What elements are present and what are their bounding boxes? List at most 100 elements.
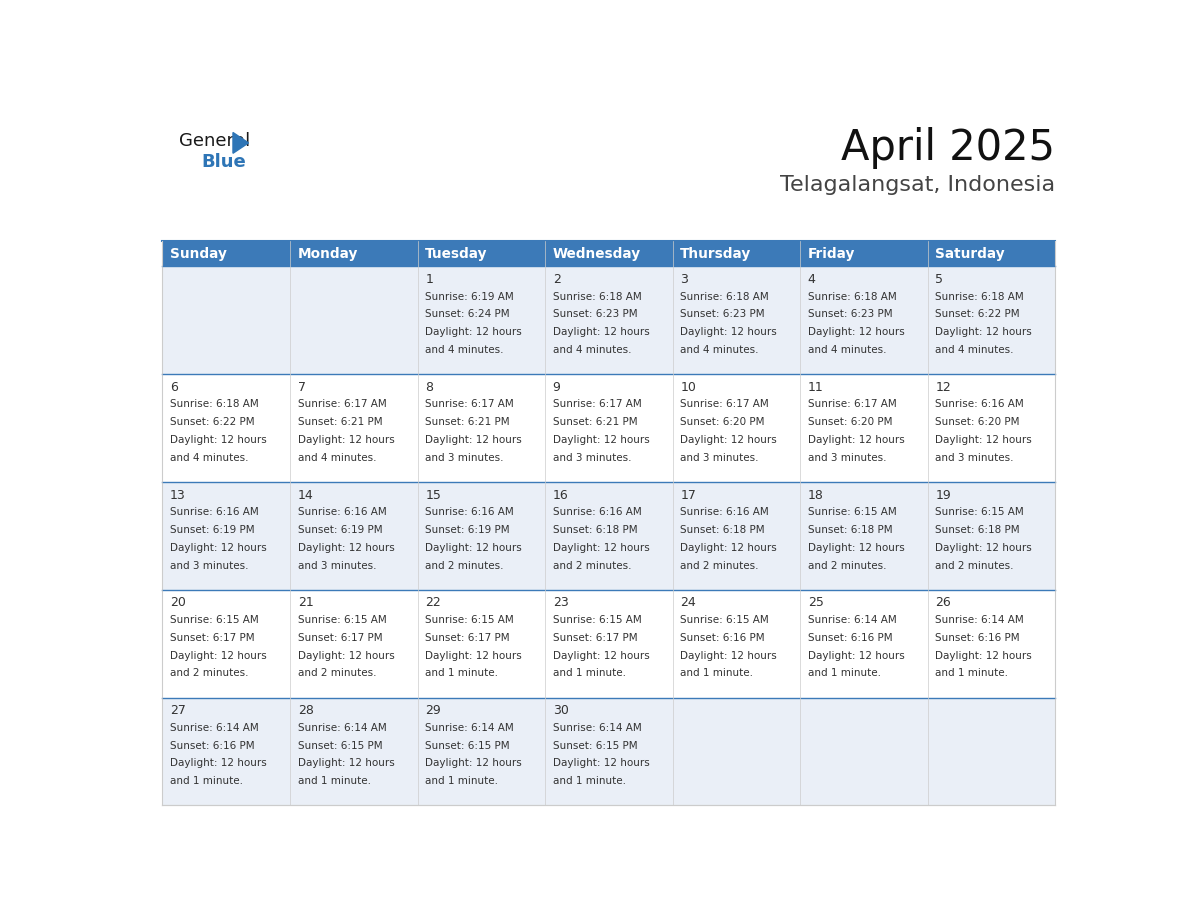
Text: and 2 minutes.: and 2 minutes. bbox=[552, 561, 631, 571]
Text: Monday: Monday bbox=[298, 247, 358, 261]
Text: 9: 9 bbox=[552, 381, 561, 394]
Text: Sunrise: 6:18 AM: Sunrise: 6:18 AM bbox=[681, 292, 769, 302]
Text: Daylight: 12 hours: Daylight: 12 hours bbox=[808, 651, 904, 661]
Text: and 4 minutes.: and 4 minutes. bbox=[935, 345, 1013, 355]
Text: Sunset: 6:19 PM: Sunset: 6:19 PM bbox=[170, 525, 254, 535]
Text: Tuesday: Tuesday bbox=[425, 247, 488, 261]
Text: and 1 minute.: and 1 minute. bbox=[425, 777, 498, 786]
Bar bbox=[417, 241, 545, 266]
Text: 28: 28 bbox=[298, 704, 314, 717]
Text: Sunrise: 6:15 AM: Sunrise: 6:15 AM bbox=[298, 615, 386, 625]
Text: Sunrise: 6:14 AM: Sunrise: 6:14 AM bbox=[425, 722, 514, 733]
Text: Sunrise: 6:15 AM: Sunrise: 6:15 AM bbox=[552, 615, 642, 625]
Text: and 2 minutes.: and 2 minutes. bbox=[935, 561, 1013, 571]
Text: and 2 minutes.: and 2 minutes. bbox=[425, 561, 504, 571]
Text: Daylight: 12 hours: Daylight: 12 hours bbox=[298, 543, 394, 553]
Text: 30: 30 bbox=[552, 704, 569, 717]
Text: Sunset: 6:17 PM: Sunset: 6:17 PM bbox=[298, 633, 383, 643]
Text: Daylight: 12 hours: Daylight: 12 hours bbox=[552, 651, 650, 661]
Text: and 3 minutes.: and 3 minutes. bbox=[298, 561, 377, 571]
Text: Sunrise: 6:16 AM: Sunrise: 6:16 AM bbox=[935, 399, 1024, 409]
Text: Sunset: 6:16 PM: Sunset: 6:16 PM bbox=[170, 741, 254, 751]
Text: Sunrise: 6:17 AM: Sunrise: 6:17 AM bbox=[552, 399, 642, 409]
Text: Sunrise: 6:14 AM: Sunrise: 6:14 AM bbox=[935, 615, 1024, 625]
Text: Daylight: 12 hours: Daylight: 12 hours bbox=[298, 758, 394, 768]
Text: Telagalangsat, Indonesia: Telagalangsat, Indonesia bbox=[781, 174, 1055, 195]
Text: and 1 minute.: and 1 minute. bbox=[425, 668, 498, 678]
Text: 4: 4 bbox=[808, 273, 816, 285]
Text: Daylight: 12 hours: Daylight: 12 hours bbox=[298, 435, 394, 445]
Text: 6: 6 bbox=[170, 381, 178, 394]
Text: Daylight: 12 hours: Daylight: 12 hours bbox=[170, 435, 267, 445]
Text: 5: 5 bbox=[935, 273, 943, 285]
Text: and 2 minutes.: and 2 minutes. bbox=[681, 561, 759, 571]
Text: Daylight: 12 hours: Daylight: 12 hours bbox=[298, 651, 394, 661]
Text: and 3 minutes.: and 3 minutes. bbox=[170, 561, 248, 571]
Text: Sunset: 6:19 PM: Sunset: 6:19 PM bbox=[425, 525, 510, 535]
Text: Sunset: 6:17 PM: Sunset: 6:17 PM bbox=[552, 633, 637, 643]
Text: Sunrise: 6:14 AM: Sunrise: 6:14 AM bbox=[298, 722, 386, 733]
Text: Sunset: 6:19 PM: Sunset: 6:19 PM bbox=[298, 525, 383, 535]
Bar bbox=[928, 241, 1055, 266]
Text: Sunset: 6:18 PM: Sunset: 6:18 PM bbox=[808, 525, 892, 535]
Text: 8: 8 bbox=[425, 381, 434, 394]
Text: Sunset: 6:16 PM: Sunset: 6:16 PM bbox=[808, 633, 892, 643]
Text: and 1 minute.: and 1 minute. bbox=[298, 777, 371, 786]
Text: 16: 16 bbox=[552, 488, 569, 501]
Bar bbox=[672, 241, 801, 266]
Text: and 4 minutes.: and 4 minutes. bbox=[681, 345, 759, 355]
Text: Friday: Friday bbox=[808, 247, 855, 261]
Text: and 2 minutes.: and 2 minutes. bbox=[808, 561, 886, 571]
Text: Sunrise: 6:16 AM: Sunrise: 6:16 AM bbox=[425, 508, 514, 517]
Text: Sunset: 6:18 PM: Sunset: 6:18 PM bbox=[935, 525, 1020, 535]
Text: Sunset: 6:15 PM: Sunset: 6:15 PM bbox=[425, 741, 510, 751]
Text: and 2 minutes.: and 2 minutes. bbox=[298, 668, 377, 678]
Text: Daylight: 12 hours: Daylight: 12 hours bbox=[425, 327, 522, 337]
Text: Sunrise: 6:17 AM: Sunrise: 6:17 AM bbox=[298, 399, 386, 409]
Text: 21: 21 bbox=[298, 597, 314, 610]
Text: 27: 27 bbox=[170, 704, 187, 717]
Text: Sunset: 6:20 PM: Sunset: 6:20 PM bbox=[935, 417, 1019, 427]
Text: Sunrise: 6:18 AM: Sunrise: 6:18 AM bbox=[808, 292, 897, 302]
Text: Sunset: 6:17 PM: Sunset: 6:17 PM bbox=[425, 633, 510, 643]
Text: and 3 minutes.: and 3 minutes. bbox=[425, 453, 504, 463]
Text: and 3 minutes.: and 3 minutes. bbox=[808, 453, 886, 463]
Text: 14: 14 bbox=[298, 488, 314, 501]
Text: Sunrise: 6:18 AM: Sunrise: 6:18 AM bbox=[935, 292, 1024, 302]
Text: Daylight: 12 hours: Daylight: 12 hours bbox=[425, 758, 522, 768]
Text: Daylight: 12 hours: Daylight: 12 hours bbox=[681, 543, 777, 553]
Text: Sunrise: 6:17 AM: Sunrise: 6:17 AM bbox=[681, 399, 769, 409]
Text: Sunrise: 6:14 AM: Sunrise: 6:14 AM bbox=[552, 722, 642, 733]
Text: Sunrise: 6:15 AM: Sunrise: 6:15 AM bbox=[681, 615, 769, 625]
Text: Sunset: 6:23 PM: Sunset: 6:23 PM bbox=[552, 309, 637, 319]
Text: Sunrise: 6:17 AM: Sunrise: 6:17 AM bbox=[808, 399, 897, 409]
Text: Sunrise: 6:16 AM: Sunrise: 6:16 AM bbox=[552, 508, 642, 517]
Text: Sunset: 6:16 PM: Sunset: 6:16 PM bbox=[681, 633, 765, 643]
Text: Sunrise: 6:15 AM: Sunrise: 6:15 AM bbox=[935, 508, 1024, 517]
Bar bbox=[801, 241, 928, 266]
Text: Sunset: 6:22 PM: Sunset: 6:22 PM bbox=[170, 417, 254, 427]
Text: 17: 17 bbox=[681, 488, 696, 501]
Text: 3: 3 bbox=[681, 273, 688, 285]
Text: and 1 minute.: and 1 minute. bbox=[170, 777, 244, 786]
Bar bbox=[163, 375, 1055, 482]
Text: Sunday: Sunday bbox=[170, 247, 227, 261]
Text: Daylight: 12 hours: Daylight: 12 hours bbox=[170, 651, 267, 661]
Text: Sunrise: 6:17 AM: Sunrise: 6:17 AM bbox=[425, 399, 514, 409]
Text: and 3 minutes.: and 3 minutes. bbox=[552, 453, 631, 463]
Text: 26: 26 bbox=[935, 597, 952, 610]
Text: Sunrise: 6:16 AM: Sunrise: 6:16 AM bbox=[681, 508, 769, 517]
Text: 15: 15 bbox=[425, 488, 441, 501]
Text: Sunrise: 6:19 AM: Sunrise: 6:19 AM bbox=[425, 292, 514, 302]
Text: 22: 22 bbox=[425, 597, 441, 610]
Text: Daylight: 12 hours: Daylight: 12 hours bbox=[808, 327, 904, 337]
Text: 23: 23 bbox=[552, 597, 569, 610]
Text: Sunset: 6:18 PM: Sunset: 6:18 PM bbox=[681, 525, 765, 535]
Text: and 1 minute.: and 1 minute. bbox=[552, 668, 626, 678]
Text: Sunset: 6:20 PM: Sunset: 6:20 PM bbox=[681, 417, 765, 427]
Text: Sunrise: 6:16 AM: Sunrise: 6:16 AM bbox=[298, 508, 386, 517]
Text: Sunset: 6:15 PM: Sunset: 6:15 PM bbox=[298, 741, 383, 751]
Text: Sunrise: 6:18 AM: Sunrise: 6:18 AM bbox=[552, 292, 642, 302]
Text: 29: 29 bbox=[425, 704, 441, 717]
Text: 2: 2 bbox=[552, 273, 561, 285]
